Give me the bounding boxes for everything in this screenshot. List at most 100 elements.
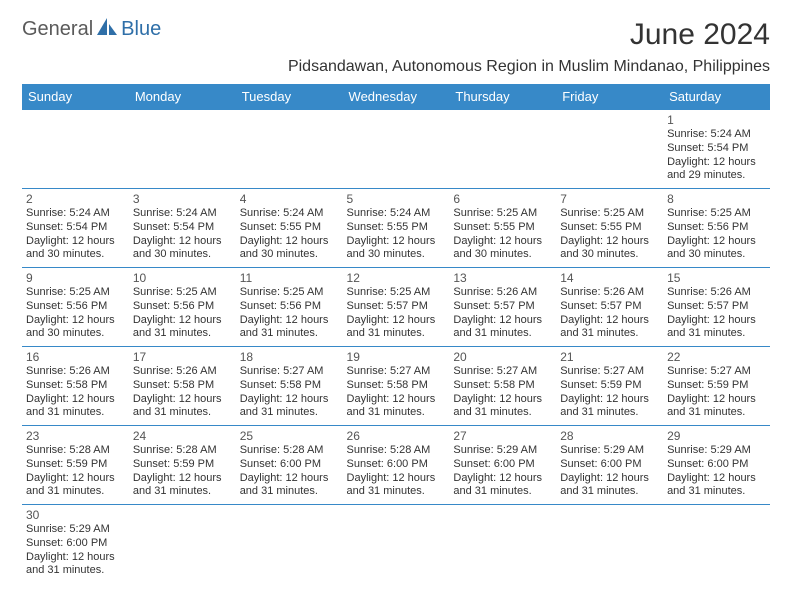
- day-info-line: Sunset: 5:55 PM: [347, 221, 446, 235]
- day-info-line: Daylight: 12 hours: [667, 472, 766, 486]
- day-info-line: Sunrise: 5:26 AM: [667, 286, 766, 300]
- day-number: 19: [347, 350, 446, 364]
- day-info-line: Daylight: 12 hours: [347, 393, 446, 407]
- calendar-cell: 17Sunrise: 5:26 AMSunset: 5:58 PMDayligh…: [129, 347, 236, 426]
- calendar-cell: [663, 505, 770, 584]
- calendar-cell: 14Sunrise: 5:26 AMSunset: 5:57 PMDayligh…: [556, 268, 663, 347]
- day-info-line: Sunset: 5:58 PM: [453, 379, 552, 393]
- day-number: 4: [240, 192, 339, 206]
- day-info-line: Sunset: 5:56 PM: [26, 300, 125, 314]
- day-info-line: Sunrise: 5:29 AM: [453, 444, 552, 458]
- calendar-cell: 30Sunrise: 5:29 AMSunset: 6:00 PMDayligh…: [22, 505, 129, 584]
- page-title: June 2024: [630, 18, 770, 52]
- day-info-line: Sunset: 6:00 PM: [453, 458, 552, 472]
- day-info-line: Sunset: 5:56 PM: [240, 300, 339, 314]
- day-number: 30: [26, 508, 125, 522]
- calendar-cell: 10Sunrise: 5:25 AMSunset: 5:56 PMDayligh…: [129, 268, 236, 347]
- day-info-line: Daylight: 12 hours: [26, 393, 125, 407]
- day-number: 13: [453, 271, 552, 285]
- day-number: 10: [133, 271, 232, 285]
- day-number: 20: [453, 350, 552, 364]
- calendar-cell: 8Sunrise: 5:25 AMSunset: 5:56 PMDaylight…: [663, 189, 770, 268]
- day-info-line: Sunrise: 5:26 AM: [560, 286, 659, 300]
- day-number: 7: [560, 192, 659, 206]
- day-info-line: and 31 minutes.: [560, 327, 659, 341]
- day-info-line: Daylight: 12 hours: [133, 235, 232, 249]
- day-info-line: Sunrise: 5:26 AM: [453, 286, 552, 300]
- day-header: Tuesday: [236, 84, 343, 110]
- calendar-cell: 20Sunrise: 5:27 AMSunset: 5:58 PMDayligh…: [449, 347, 556, 426]
- calendar-cell: 1Sunrise: 5:24 AMSunset: 5:54 PMDaylight…: [663, 110, 770, 189]
- day-info-line: Daylight: 12 hours: [453, 472, 552, 486]
- day-number: 1: [667, 113, 766, 127]
- day-info-line: Sunrise: 5:24 AM: [347, 207, 446, 221]
- day-info-line: Sunset: 5:58 PM: [133, 379, 232, 393]
- day-info-line: and 30 minutes.: [453, 248, 552, 262]
- day-info-line: and 29 minutes.: [667, 169, 766, 183]
- day-info-line: Sunrise: 5:24 AM: [26, 207, 125, 221]
- calendar-cell: 24Sunrise: 5:28 AMSunset: 5:59 PMDayligh…: [129, 426, 236, 505]
- day-number: 23: [26, 429, 125, 443]
- calendar-cell: [236, 110, 343, 189]
- day-info-line: Sunset: 6:00 PM: [667, 458, 766, 472]
- calendar-cell: 29Sunrise: 5:29 AMSunset: 6:00 PMDayligh…: [663, 426, 770, 505]
- day-info-line: Daylight: 12 hours: [667, 235, 766, 249]
- calendar-cell: [22, 110, 129, 189]
- day-info-line: and 31 minutes.: [667, 406, 766, 420]
- calendar-cell: 23Sunrise: 5:28 AMSunset: 5:59 PMDayligh…: [22, 426, 129, 505]
- calendar-cell: [129, 505, 236, 584]
- day-number: 14: [560, 271, 659, 285]
- day-header: Saturday: [663, 84, 770, 110]
- day-info-line: Daylight: 12 hours: [240, 314, 339, 328]
- day-header: Friday: [556, 84, 663, 110]
- day-info-line: and 31 minutes.: [26, 564, 125, 578]
- calendar-week: 1Sunrise: 5:24 AMSunset: 5:54 PMDaylight…: [22, 110, 770, 189]
- calendar-week: 16Sunrise: 5:26 AMSunset: 5:58 PMDayligh…: [22, 347, 770, 426]
- day-number: 22: [667, 350, 766, 364]
- calendar-cell: [129, 110, 236, 189]
- day-info-line: Sunset: 6:00 PM: [560, 458, 659, 472]
- calendar-cell: [449, 505, 556, 584]
- day-info-line: Sunset: 5:58 PM: [26, 379, 125, 393]
- day-info-line: Sunset: 5:58 PM: [240, 379, 339, 393]
- calendar-cell: 9Sunrise: 5:25 AMSunset: 5:56 PMDaylight…: [22, 268, 129, 347]
- day-info-line: Daylight: 12 hours: [667, 156, 766, 170]
- day-info-line: Sunrise: 5:29 AM: [560, 444, 659, 458]
- day-number: 5: [347, 192, 446, 206]
- day-info-line: Sunrise: 5:25 AM: [453, 207, 552, 221]
- day-number: 6: [453, 192, 552, 206]
- day-info-line: and 31 minutes.: [347, 327, 446, 341]
- day-info-line: Daylight: 12 hours: [453, 314, 552, 328]
- day-info-line: Sunrise: 5:27 AM: [347, 365, 446, 379]
- day-info-line: and 31 minutes.: [667, 485, 766, 499]
- calendar-cell: 11Sunrise: 5:25 AMSunset: 5:56 PMDayligh…: [236, 268, 343, 347]
- day-info-line: Daylight: 12 hours: [133, 314, 232, 328]
- calendar-cell: [556, 110, 663, 189]
- day-header: Monday: [129, 84, 236, 110]
- logo: General Blue: [22, 18, 161, 41]
- day-info-line: Daylight: 12 hours: [453, 235, 552, 249]
- day-info-line: Sunrise: 5:27 AM: [667, 365, 766, 379]
- day-info-line: Daylight: 12 hours: [26, 314, 125, 328]
- day-info-line: Daylight: 12 hours: [560, 393, 659, 407]
- day-info-line: and 31 minutes.: [133, 406, 232, 420]
- location-subtitle: Pidsandawan, Autonomous Region in Muslim…: [22, 58, 770, 76]
- day-info-line: and 31 minutes.: [26, 485, 125, 499]
- day-number: 24: [133, 429, 232, 443]
- day-number: 25: [240, 429, 339, 443]
- day-info-line: Sunset: 5:57 PM: [453, 300, 552, 314]
- day-info-line: Sunset: 5:59 PM: [26, 458, 125, 472]
- day-info-line: Sunrise: 5:28 AM: [26, 444, 125, 458]
- calendar-cell: 27Sunrise: 5:29 AMSunset: 6:00 PMDayligh…: [449, 426, 556, 505]
- calendar-cell: 28Sunrise: 5:29 AMSunset: 6:00 PMDayligh…: [556, 426, 663, 505]
- day-info-line: Sunrise: 5:26 AM: [26, 365, 125, 379]
- logo-sail-icon: [97, 18, 119, 41]
- calendar-week: 23Sunrise: 5:28 AMSunset: 5:59 PM Dayligh…: [22, 426, 770, 505]
- day-info-line: and 31 minutes.: [240, 327, 339, 341]
- day-info-line: and 31 minutes.: [26, 406, 125, 420]
- day-info-line: Sunset: 6:00 PM: [347, 458, 446, 472]
- day-number: 15: [667, 271, 766, 285]
- calendar-cell: 4Sunrise: 5:24 AMSunset: 5:55 PMDaylight…: [236, 189, 343, 268]
- day-info-line: Sunset: 5:57 PM: [347, 300, 446, 314]
- calendar-cell: [343, 505, 450, 584]
